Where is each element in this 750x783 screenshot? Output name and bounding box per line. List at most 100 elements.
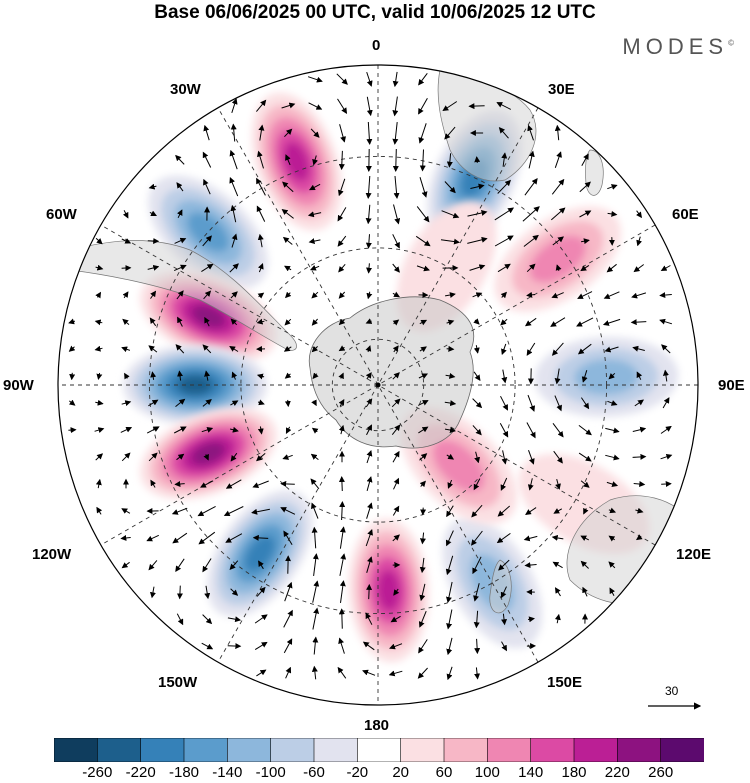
lon-label-0: 0 (372, 37, 381, 54)
wind-vector (175, 398, 186, 407)
lon-label-120e: 120E (676, 546, 712, 563)
wind-vector (200, 480, 214, 488)
wind-vector (283, 530, 293, 545)
wind-vector (197, 505, 216, 517)
wind-vector (635, 534, 643, 541)
colorbar-tick-label: -20 (346, 764, 369, 781)
wind-vector (583, 507, 589, 515)
wind-vector (445, 292, 456, 298)
wind-vector (417, 667, 428, 679)
wind-vector (392, 263, 400, 273)
wind-vector (581, 370, 588, 383)
wind-vector (68, 345, 76, 352)
wind-vector (252, 480, 269, 488)
wind-vector (256, 177, 266, 196)
chart-title: Base 06/06/2025 00 UTC, valid 10/06/2025… (154, 2, 596, 23)
wind-vector (148, 560, 158, 571)
wind-vector (285, 291, 292, 299)
wind-vector (473, 610, 480, 629)
wind-vector (96, 372, 103, 380)
lon-label-60e: 60E (672, 206, 699, 223)
wind-vector (419, 453, 428, 461)
south-pole-dot (375, 382, 381, 388)
colorbar-tick-label: 100 (474, 764, 500, 781)
wind-vector (391, 424, 401, 436)
wind-vector (578, 425, 592, 436)
wind-vector (419, 319, 428, 326)
wind-vector (203, 178, 211, 195)
wind-vector (171, 507, 188, 515)
wind-vector (309, 183, 321, 191)
wind-vector (441, 210, 460, 219)
meridian (100, 224, 656, 546)
wind-vector (339, 501, 346, 521)
wind-vector (467, 210, 488, 217)
anomaly-cell-7 (207, 490, 313, 617)
wind-vector (338, 150, 345, 171)
wind-vector (605, 454, 620, 461)
brand-text: MODES (622, 34, 729, 59)
wind-vector (416, 265, 430, 272)
wind-vector (498, 127, 509, 139)
wind-vector (579, 210, 592, 218)
wind-vector (555, 264, 562, 271)
wind-vector (472, 556, 482, 575)
wind-vector (339, 526, 346, 549)
wind-vector (605, 427, 620, 434)
wind-vector (419, 149, 426, 172)
wind-vector (661, 344, 671, 354)
wind-vector (630, 319, 647, 326)
wind-vector (392, 234, 400, 249)
wind-vector (393, 175, 400, 199)
wind-vector (365, 345, 372, 353)
wind-vector (122, 291, 129, 299)
wind-vector (551, 292, 564, 299)
wind-vector (501, 369, 508, 384)
wind-vector (201, 427, 214, 433)
wind-vector (494, 207, 515, 221)
wind-vector (202, 558, 212, 573)
wind-vector (392, 345, 399, 353)
wind-vector (174, 237, 187, 244)
wind-vector (392, 122, 399, 145)
anomaly-cell-6 (140, 407, 277, 500)
colorbar-swatch (443, 738, 489, 762)
wind-vector (633, 481, 646, 488)
meridian (217, 107, 539, 663)
wind-vector (95, 453, 104, 461)
modes-logo: MODES© (622, 34, 734, 60)
lon-label-60w: 60W (46, 206, 77, 223)
wind-vector (150, 479, 157, 488)
wind-vector (203, 290, 212, 300)
wind-vectors (68, 71, 673, 681)
colorbar-tick-label: 20 (392, 764, 410, 781)
wind-vector (552, 423, 564, 438)
wind-vector (285, 154, 291, 166)
wind-vector (445, 555, 454, 576)
wind-vector (551, 534, 564, 541)
wind-vector (608, 507, 617, 514)
wind-vector (256, 669, 267, 677)
wind-vector (390, 615, 401, 623)
wind-vector (258, 560, 264, 570)
wind-vector (525, 507, 537, 515)
wind-vector (95, 478, 102, 489)
colorbar-tick-label: 180 (561, 764, 587, 781)
wind-vector (366, 263, 373, 274)
wind-vector (608, 372, 616, 380)
wind-vector (554, 395, 562, 412)
colorbar-swatch (487, 738, 532, 762)
wind-vector (121, 561, 130, 569)
wind-vector (282, 454, 293, 460)
wind-vector (446, 345, 455, 352)
wind-vector (607, 210, 618, 217)
wind-vector (419, 557, 426, 574)
wind-vector (418, 611, 427, 628)
wind-vector (203, 124, 210, 141)
wind-vector (418, 72, 428, 86)
colorbar-swatch (357, 738, 402, 762)
wind-vector (338, 291, 346, 299)
wind-vector (523, 234, 539, 247)
wind-vector (311, 502, 319, 519)
colorbar-swatch (400, 738, 445, 762)
